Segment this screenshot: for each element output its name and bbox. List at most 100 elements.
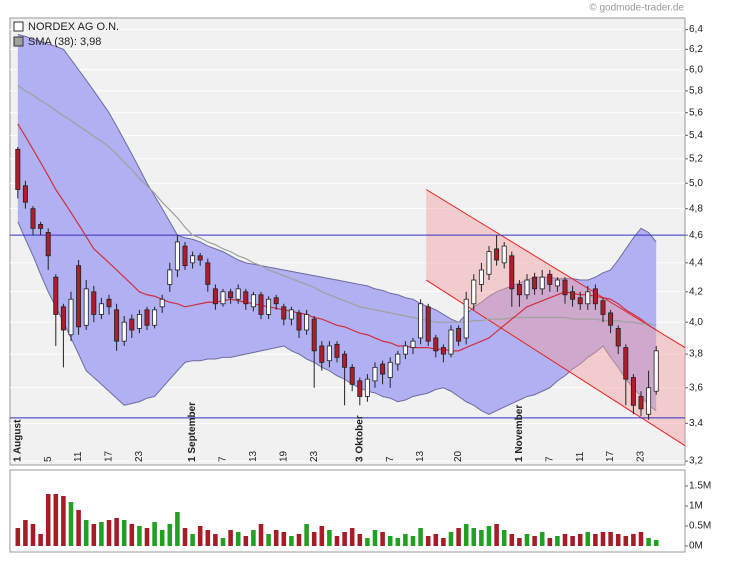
volume-bar xyxy=(425,536,431,546)
candle-body xyxy=(83,288,89,326)
volume-bar xyxy=(471,528,477,546)
x-tick-label: 1 September xyxy=(187,402,198,462)
channel-upper xyxy=(425,189,686,349)
candle-body xyxy=(380,363,386,375)
volume-bar xyxy=(182,528,188,546)
y-tick-label: 5,0 xyxy=(689,178,703,189)
volume-bar xyxy=(479,530,484,546)
x-tick-label: 1 November xyxy=(514,405,525,462)
candle-body xyxy=(235,288,241,300)
candle-body xyxy=(433,337,439,352)
volume-bar xyxy=(570,536,575,546)
y-tick-label: 4,2 xyxy=(689,286,703,297)
x-tick-label: 17 xyxy=(605,450,616,462)
volume-bar xyxy=(129,524,135,546)
x-tick-label: 1 August xyxy=(12,419,23,462)
candle-body xyxy=(516,284,522,296)
candle-body xyxy=(630,377,636,406)
volume-bar xyxy=(646,538,651,546)
candle-body xyxy=(395,353,401,365)
candle-body xyxy=(524,279,530,296)
x-tick-label: 13 xyxy=(248,450,259,462)
volume-bar xyxy=(152,522,157,546)
x-tick-label: 11 xyxy=(73,451,84,462)
candle-body xyxy=(638,396,644,410)
volume-bar xyxy=(562,534,568,546)
candle-body xyxy=(30,208,36,229)
volume-bar xyxy=(15,528,21,546)
candle-body xyxy=(266,298,272,315)
volume-bar xyxy=(243,536,249,546)
candle-body xyxy=(311,318,317,352)
candle-body xyxy=(281,306,287,320)
volume-bar xyxy=(577,534,583,546)
candle-body xyxy=(448,329,454,355)
volume-bar xyxy=(623,536,629,546)
candle-body xyxy=(646,387,652,415)
volume-bar xyxy=(68,502,74,546)
candle-body xyxy=(349,366,355,385)
volume-bar xyxy=(615,534,621,546)
volume-bar xyxy=(463,524,469,546)
candle-body xyxy=(76,265,82,328)
candle-body xyxy=(570,291,576,300)
volume-bar xyxy=(167,524,173,546)
candle-body xyxy=(577,297,583,305)
candle-body xyxy=(334,343,340,358)
legend-swatch xyxy=(13,21,24,32)
volume-bar xyxy=(266,534,271,546)
volume-bar xyxy=(539,532,545,546)
candle-body xyxy=(250,294,256,308)
volume-bar xyxy=(403,534,408,546)
volume-bar xyxy=(441,538,446,546)
candle-body xyxy=(547,273,553,285)
candle-body xyxy=(623,347,629,380)
moving-average xyxy=(17,85,657,326)
y-tick-label: 5,4 xyxy=(689,130,703,141)
volume-bar xyxy=(372,530,378,546)
y-tick-label: 3,8 xyxy=(689,349,703,360)
candle-body xyxy=(357,380,363,397)
volume-bar xyxy=(631,534,636,546)
volume-bar xyxy=(380,532,385,546)
candle-body xyxy=(174,241,180,271)
volume-bar xyxy=(61,496,66,546)
x-tick-label: 11 xyxy=(575,451,586,462)
volume-bar xyxy=(555,536,560,546)
candle-body xyxy=(463,298,469,339)
x-tick-label: 3 Oktober xyxy=(354,415,365,462)
y-tick-label: 3,6 xyxy=(689,382,703,393)
volume-bar xyxy=(304,524,309,546)
x-tick-label: 5 xyxy=(43,456,54,462)
candle-body xyxy=(418,303,424,339)
candle-body xyxy=(53,276,59,315)
volume-bar xyxy=(30,524,36,546)
volume-bar xyxy=(213,534,218,546)
candle-body xyxy=(136,314,142,329)
volume-bar xyxy=(342,532,347,546)
candle-body xyxy=(228,291,234,299)
candle-body xyxy=(159,298,165,308)
candle-body xyxy=(372,366,378,382)
candle-body xyxy=(205,262,211,285)
volume-bar xyxy=(501,530,507,546)
candle-body xyxy=(197,255,203,261)
y-tick-label: 6,0 xyxy=(689,64,703,75)
candle-body xyxy=(364,378,370,397)
y-tick-label: 4,8 xyxy=(689,203,703,214)
volume-bar xyxy=(608,532,613,546)
volume-bar xyxy=(387,536,393,546)
y-tick-label: 6,4 xyxy=(689,24,703,35)
volume-bar xyxy=(91,524,97,546)
volume-bar xyxy=(258,524,264,546)
candle-body xyxy=(304,314,310,331)
legend-label: NORDEX AG O.N. xyxy=(28,21,119,33)
legend-swatch xyxy=(13,36,24,47)
volume-tick-label: 0.5M xyxy=(689,521,711,532)
candle-body xyxy=(152,309,158,326)
x-tick-label: 7 xyxy=(385,456,396,462)
volume-bar xyxy=(638,532,644,546)
volume-bar xyxy=(76,510,81,546)
volume-bar xyxy=(296,534,302,546)
